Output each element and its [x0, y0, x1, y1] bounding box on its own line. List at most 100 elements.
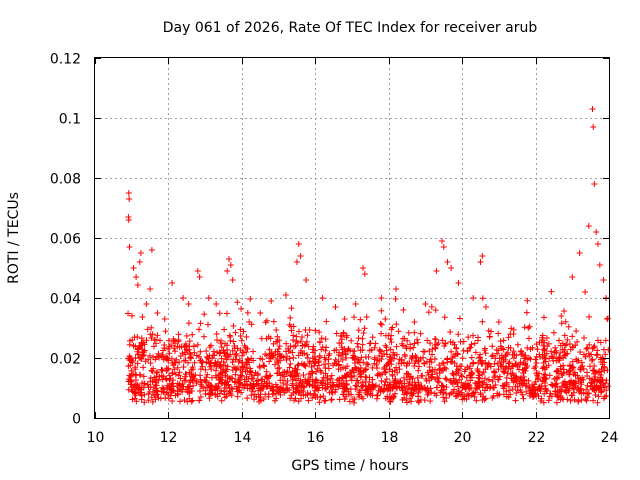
data-point: [500, 391, 507, 398]
data-point: [369, 364, 376, 371]
data-point: [390, 349, 397, 356]
data-point: [387, 336, 394, 343]
data-point: [532, 392, 539, 399]
data-point: [187, 354, 194, 361]
data-point: [309, 395, 316, 402]
data-point: [149, 389, 156, 396]
data-point: [556, 337, 563, 344]
data-point: [212, 367, 219, 374]
data-point: [503, 381, 510, 388]
data-point: [419, 372, 426, 379]
data-point: [182, 357, 189, 364]
data-point: [191, 349, 198, 356]
data-point: [508, 375, 515, 382]
data-point: [444, 259, 451, 265]
data-point: [601, 384, 608, 391]
data-point: [392, 376, 399, 383]
data-point: [583, 345, 590, 352]
data-point: [319, 344, 326, 351]
data-point: [534, 346, 541, 353]
data-point: [239, 352, 246, 359]
data-point: [406, 395, 413, 402]
data-point: [378, 295, 385, 301]
data-point: [215, 383, 222, 390]
data-point: [160, 353, 167, 360]
data-point: [450, 371, 457, 378]
data-point: [146, 352, 153, 359]
data-point: [177, 353, 184, 360]
data-point: [316, 352, 323, 359]
data-point: [503, 351, 510, 358]
data-point: [520, 370, 527, 377]
data-point: [505, 360, 512, 367]
data-point: [165, 365, 172, 372]
data-point: [229, 359, 236, 366]
data-point: [140, 349, 147, 356]
data-point: [304, 332, 311, 339]
data-point: [177, 386, 184, 393]
data-point: [158, 366, 165, 373]
data-point: [432, 344, 439, 351]
data-point: [369, 376, 376, 383]
data-point: [332, 304, 339, 310]
data-point: [567, 346, 574, 353]
data-point: [361, 325, 368, 332]
data-point: [415, 358, 422, 365]
data-point: [290, 323, 297, 330]
data-point: [306, 358, 313, 365]
data-point: [459, 373, 466, 380]
data-point: [294, 339, 301, 346]
data-point: [363, 374, 370, 381]
data-point: [148, 394, 155, 401]
data-point: [491, 369, 498, 376]
data-point: [273, 327, 280, 334]
data-point: [443, 365, 450, 372]
data-point: [408, 398, 415, 405]
data-point: [387, 346, 394, 353]
data-point: [387, 354, 394, 361]
data-point: [127, 378, 134, 385]
data-point: [221, 381, 228, 388]
data-point: [318, 369, 325, 376]
data-point: [356, 367, 363, 374]
data-point: [415, 357, 422, 364]
data-point: [320, 393, 327, 400]
data-point: [287, 395, 294, 402]
data-point: [569, 365, 576, 372]
data-point: [216, 350, 223, 357]
data-point: [540, 374, 547, 381]
data-point: [585, 350, 592, 357]
data-point: [183, 332, 190, 339]
data-point: [559, 371, 566, 378]
data-point: [476, 354, 483, 361]
data-point: [571, 396, 578, 403]
data-point: [275, 359, 282, 366]
data-point: [231, 343, 238, 350]
data-point: [174, 364, 181, 371]
data-point: [449, 354, 456, 361]
data-point: [322, 370, 329, 377]
data-point: [408, 355, 415, 362]
data-point: [577, 366, 584, 373]
data-point: [467, 365, 474, 372]
data-point: [375, 370, 382, 377]
data-point: [477, 259, 484, 265]
data-point: [400, 374, 407, 381]
data-point: [273, 384, 280, 391]
data-point: [182, 341, 189, 348]
data-point: [230, 364, 237, 371]
data-point: [154, 310, 161, 316]
data-point: [280, 354, 287, 361]
data-point: [135, 345, 142, 352]
data-point: [268, 298, 275, 304]
data-point: [295, 361, 302, 368]
data-point: [531, 381, 538, 388]
x-tick-label: 24: [601, 430, 619, 446]
data-point: [383, 376, 390, 383]
data-point: [434, 378, 441, 385]
data-point: [273, 395, 280, 402]
data-point: [510, 331, 517, 337]
data-point: [513, 373, 520, 380]
data-point: [513, 390, 520, 397]
data-point: [455, 280, 462, 286]
